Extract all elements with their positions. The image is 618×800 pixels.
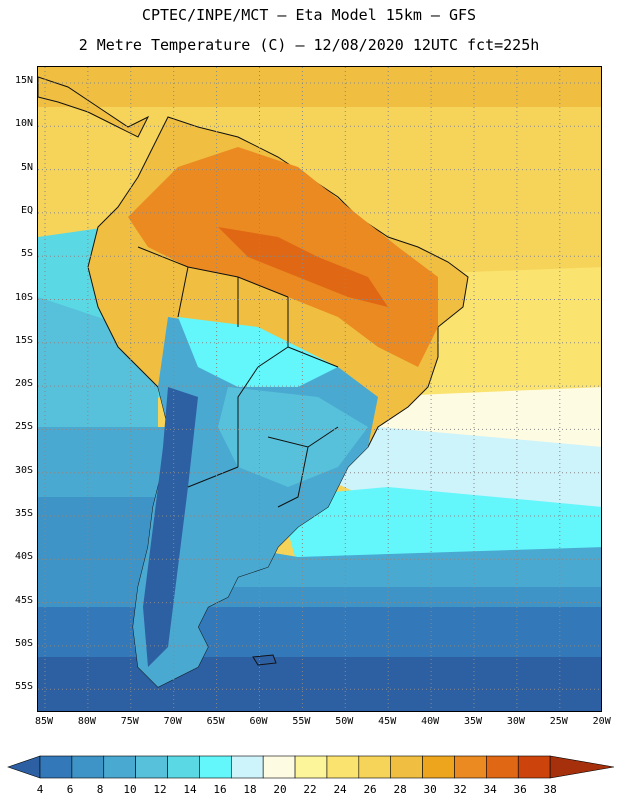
- colorbar-tick-label: 36: [513, 783, 527, 796]
- colorbar-tick-label: 26: [363, 783, 377, 796]
- colorbar-segment: [103, 755, 136, 779]
- colorbar-tick-label: 12: [153, 783, 167, 796]
- colorbar-tick-label: 6: [66, 783, 74, 796]
- lon-label: 50W: [335, 716, 354, 727]
- colorbar-segment: [390, 755, 423, 779]
- colorbar-segment: [326, 755, 360, 779]
- colorbar-segment: [358, 755, 392, 779]
- lon-label: 75W: [120, 716, 139, 727]
- lon-label: 30W: [506, 716, 525, 727]
- chart-title-line-1: CPTEC/INPE/MCT – Eta Model 15km – GFS: [141, 6, 477, 24]
- lon-label: 85W: [34, 716, 54, 727]
- colorbar-tick-label: 20: [273, 783, 287, 796]
- colorbar-segment: [262, 755, 296, 779]
- colorbar-segment: [422, 755, 455, 779]
- colorbar-segment: [135, 755, 168, 779]
- colorbar-tick-label: 30: [423, 783, 437, 796]
- colorbar-tick-label: 10: [123, 783, 137, 796]
- colorbar-tick-label: 38: [543, 783, 557, 796]
- map-canvas: [38, 67, 601, 711]
- colorbar-tick-label: 4: [36, 783, 44, 796]
- colorbar-tick-label: 16: [213, 783, 227, 796]
- lat-label: EQ: [20, 204, 33, 216]
- lat-label: 15S: [14, 334, 33, 346]
- lon-label: 35W: [463, 716, 483, 727]
- lat-label: 30S: [14, 464, 33, 476]
- colorbar-tick-label: 22: [303, 783, 317, 796]
- colorbar-tick-label: 18: [243, 783, 257, 796]
- colorbar-tick-label: 34: [483, 783, 497, 796]
- colorbar-segment: [454, 755, 487, 779]
- colorbar-tick-label: 32: [453, 783, 467, 796]
- ocean-band-28: [38, 67, 601, 107]
- lat-label: 5N: [20, 161, 33, 173]
- colorbar-tick-label: 28: [393, 783, 407, 796]
- lon-label: 20W: [592, 716, 611, 727]
- lat-label: 55S: [14, 681, 33, 693]
- colorbar-right-arrow: [549, 755, 615, 779]
- colorbar-segment: [294, 755, 328, 779]
- central-mid-land: [218, 387, 368, 487]
- colorbar-svg: [7, 755, 615, 779]
- lat-label: 5S: [20, 248, 33, 260]
- colorbar-segment: [486, 755, 519, 779]
- lon-label: 25W: [549, 716, 568, 727]
- colorbar-segment: [71, 755, 105, 779]
- lon-label: 55W: [292, 716, 311, 727]
- lon-label: 45W: [378, 716, 397, 727]
- colorbar-tick-label: 8: [96, 783, 104, 796]
- falkland-islands: [252, 654, 277, 666]
- lat-label: 25S: [14, 421, 33, 433]
- lat-label: 40S: [14, 551, 33, 563]
- chart-title-line-2: 2 Metre Temperature (C) – 12/08/2020 12U…: [78, 36, 540, 54]
- lon-label: 65W: [206, 716, 225, 727]
- andes-cold-strip: [143, 387, 198, 667]
- ocean-band-16: [278, 487, 601, 567]
- colorbar-tick-label: 24: [333, 783, 347, 796]
- lon-label: 40W: [421, 716, 440, 727]
- lat-label: 15N: [14, 75, 33, 86]
- lat-label: 10N: [14, 118, 33, 130]
- colorbar-segment: [517, 755, 551, 779]
- temperature-map: [37, 66, 602, 712]
- lat-label: 45S: [14, 594, 33, 606]
- lon-label: 80W: [77, 716, 96, 727]
- ocean-band-4: [38, 657, 601, 711]
- central-america-land: [38, 76, 150, 138]
- colorbar-tick-label: 14: [183, 783, 197, 796]
- lat-label: 10S: [14, 291, 33, 303]
- lon-label: 70W: [163, 716, 182, 727]
- lat-label: 35S: [14, 508, 33, 519]
- central-cyan-land: [178, 317, 338, 387]
- colorbar-left-arrow: [7, 755, 41, 779]
- colorbar: [0, 748, 618, 800]
- colorbar-segment: [39, 755, 73, 779]
- colorbar-segment: [199, 755, 232, 779]
- colorbar-segment: [230, 755, 264, 779]
- lon-label: 60W: [249, 716, 268, 727]
- lat-label: 50S: [14, 637, 33, 649]
- lat-label: 20S: [14, 378, 33, 390]
- colorbar-segment: [167, 755, 200, 779]
- country-borders: [137, 246, 339, 508]
